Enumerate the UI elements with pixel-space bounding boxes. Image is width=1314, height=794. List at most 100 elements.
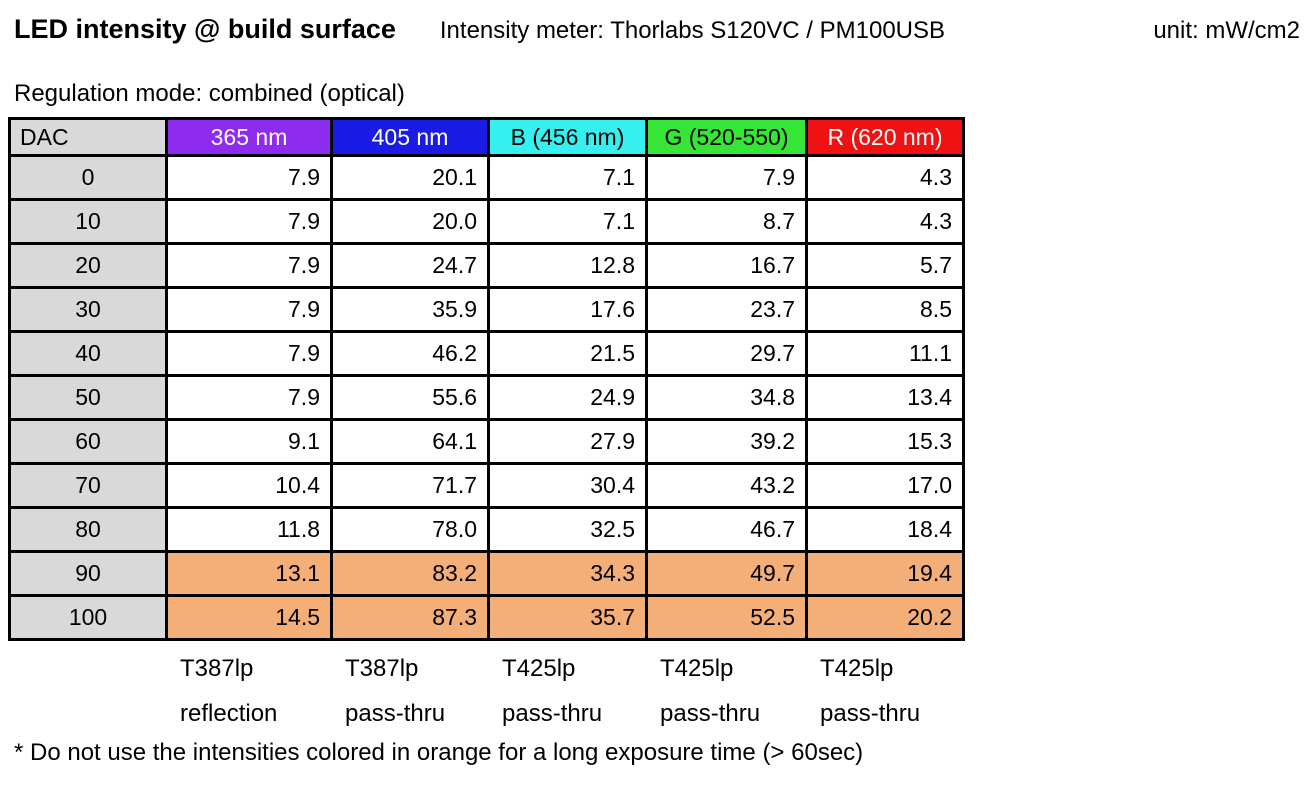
intensity-cell-g520: 43.2 <box>645 462 808 509</box>
intensity-cell-405nm: 55.6 <box>330 374 490 421</box>
intensity-cell-b456: 12.8 <box>487 242 648 289</box>
intensity-cell-365nm: 7.9 <box>165 242 333 289</box>
intensity-cell-r620: 11.1 <box>805 330 965 377</box>
annotation-r620: T425lp pass-thru <box>808 646 965 736</box>
intensity-cell-r620: 17.0 <box>805 462 965 509</box>
intensity-cell-b456: 30.4 <box>487 462 648 509</box>
intensity-cell-405nm: 64.1 <box>330 418 490 465</box>
dac-value-cell: 50 <box>8 374 168 421</box>
filter-name-label: T425lp <box>820 655 894 682</box>
intensity-cell-g520: 7.9 <box>645 154 808 201</box>
intensity-cell-r620: 18.4 <box>805 506 965 553</box>
intensity-cell-g520: 49.7 <box>645 550 808 597</box>
annotation-spacer <box>8 646 168 736</box>
orange-warning-footnote: * Do not use the intensities colored in … <box>14 739 864 766</box>
intensity-cell-g520: 29.7 <box>645 330 808 377</box>
table-header-row: DAC 365 nm 405 nm B (456 nm) G (520-550) R (6… <box>8 117 965 157</box>
intensity-cell-g520: 34.8 <box>645 374 808 421</box>
table-row-dac-30: 30 7.9 35.9 17.6 23.7 8.5 <box>8 286 965 333</box>
filter-name-label: T387lp <box>180 655 254 682</box>
intensity-cell-405nm: 20.1 <box>330 154 490 201</box>
table-row-dac-60: 60 9.1 64.1 27.9 39.2 15.3 <box>8 418 965 465</box>
filter-mode-label: pass-thru <box>502 700 603 727</box>
table-row-dac-10: 10 7.9 20.0 7.1 8.7 4.3 <box>8 198 965 245</box>
intensity-meter-label: Intensity meter: Thorlabs S120VC / PM100… <box>439 17 946 44</box>
table-row-dac-20: 20 7.9 24.7 12.8 16.7 5.7 <box>8 242 965 289</box>
dac-value-cell: 70 <box>8 462 168 509</box>
filter-name-label: T425lp <box>660 655 734 682</box>
intensity-cell-365nm: 7.9 <box>165 330 333 377</box>
intensity-cell-g520: 16.7 <box>645 242 808 289</box>
intensity-cell-b456: 21.5 <box>487 330 648 377</box>
intensity-cell-r620: 19.4 <box>805 550 965 597</box>
intensity-cell-r620: 13.4 <box>805 374 965 421</box>
intensity-cell-405nm: 35.9 <box>330 286 490 333</box>
dac-value-cell: 20 <box>8 242 168 289</box>
table-row-dac-0: 0 7.9 20.1 7.1 7.9 4.3 <box>8 154 965 201</box>
intensity-cell-g520: 23.7 <box>645 286 808 333</box>
intensity-cell-405nm: 20.0 <box>330 198 490 245</box>
filter-name-label: T425lp <box>502 655 576 682</box>
intensity-cell-405nm: 83.2 <box>330 550 490 597</box>
intensity-cell-365nm: 7.9 <box>165 374 333 421</box>
intensity-cell-r620: 4.3 <box>805 154 965 201</box>
table-row-dac-50: 50 7.9 55.6 24.9 34.8 13.4 <box>8 374 965 421</box>
intensity-cell-b456: 34.3 <box>487 550 648 597</box>
column-header-g520: G (520-550) <box>645 117 808 157</box>
filter-mode-label: pass-thru <box>660 700 761 727</box>
regulation-mode-label: Regulation mode: combined (optical) <box>14 80 405 107</box>
intensity-cell-b456: 27.9 <box>487 418 648 465</box>
intensity-cell-r620: 15.3 <box>805 418 965 465</box>
intensity-cell-r620: 5.7 <box>805 242 965 289</box>
unit-label: unit: mW/cm2 <box>1153 17 1300 44</box>
intensity-cell-405nm: 78.0 <box>330 506 490 553</box>
intensity-cell-b456: 7.1 <box>487 154 648 201</box>
column-header-405nm: 405 nm <box>330 117 490 157</box>
table-row-dac-80: 80 11.8 78.0 32.5 46.7 18.4 <box>8 506 965 553</box>
filter-mode-label: pass-thru <box>345 700 446 727</box>
intensity-cell-r620: 4.3 <box>805 198 965 245</box>
led-intensity-table: DAC 365 nm 405 nm B (456 nm) G (520-550) R (6… <box>8 117 965 641</box>
intensity-cell-365nm: 10.4 <box>165 462 333 509</box>
dac-value-cell: 0 <box>8 154 168 201</box>
intensity-cell-b456: 24.9 <box>487 374 648 421</box>
intensity-cell-365nm: 7.9 <box>165 286 333 333</box>
page-title: LED intensity @ build surface <box>14 14 396 44</box>
intensity-cell-b456: 32.5 <box>487 506 648 553</box>
intensity-cell-r620: 8.5 <box>805 286 965 333</box>
filter-mode-label: reflection <box>180 700 278 727</box>
intensity-cell-b456: 17.6 <box>487 286 648 333</box>
dac-value-cell: 80 <box>8 506 168 553</box>
dac-value-cell: 90 <box>8 550 168 597</box>
intensity-cell-b456: 35.7 <box>487 594 648 641</box>
intensity-cell-365nm: 11.8 <box>165 506 333 553</box>
annotation-g520: T425lp pass-thru <box>648 646 808 736</box>
intensity-cell-365nm: 9.1 <box>165 418 333 465</box>
column-header-dac: DAC <box>8 117 168 157</box>
intensity-cell-g520: 39.2 <box>645 418 808 465</box>
filter-name-label: T387lp <box>345 655 419 682</box>
intensity-cell-365nm: 13.1 <box>165 550 333 597</box>
table-row-dac-100: 100 14.5 87.3 35.7 52.5 20.2 <box>8 594 965 641</box>
intensity-cell-g520: 46.7 <box>645 506 808 553</box>
table-row-dac-40: 40 7.9 46.2 21.5 29.7 11.1 <box>8 330 965 377</box>
dac-value-cell: 30 <box>8 286 168 333</box>
table-row-dac-90: 90 13.1 83.2 34.3 49.7 19.4 <box>8 550 965 597</box>
dac-value-cell: 40 <box>8 330 168 377</box>
filter-annotations: T387lp reflection T387lp pass-thru T425lp pas… <box>8 646 1314 736</box>
intensity-cell-405nm: 71.7 <box>330 462 490 509</box>
dac-value-cell: 10 <box>8 198 168 245</box>
intensity-cell-365nm: 14.5 <box>165 594 333 641</box>
intensity-cell-405nm: 46.2 <box>330 330 490 377</box>
column-header-b456: B (456 nm) <box>487 117 648 157</box>
annotation-365nm: T387lp reflection <box>168 646 333 736</box>
annotation-405nm: T387lp pass-thru <box>333 646 490 736</box>
table-row-dac-70: 70 10.4 71.7 30.4 43.2 17.0 <box>8 462 965 509</box>
intensity-cell-405nm: 24.7 <box>330 242 490 289</box>
column-header-r620: R (620 nm) <box>805 117 965 157</box>
intensity-cell-365nm: 7.9 <box>165 198 333 245</box>
intensity-cell-365nm: 7.9 <box>165 154 333 201</box>
intensity-cell-b456: 7.1 <box>487 198 648 245</box>
intensity-cell-g520: 52.5 <box>645 594 808 641</box>
